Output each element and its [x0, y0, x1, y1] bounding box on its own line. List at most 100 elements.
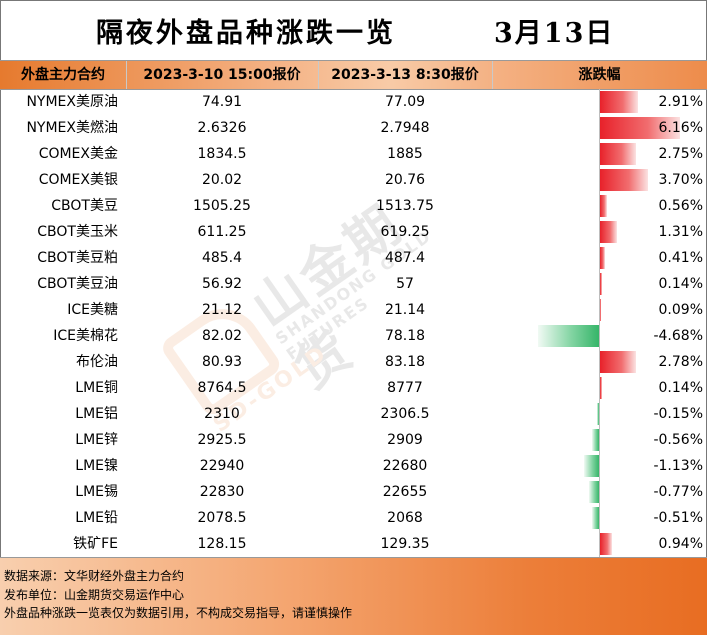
price-before: 56.92	[201, 276, 243, 292]
price-before: 22830	[199, 484, 245, 500]
price-before: 2078.5	[197, 510, 247, 526]
contract-name: LME锡	[75, 484, 118, 500]
contract-name: LME镍	[75, 458, 118, 474]
table-row: COMEX美金 1834.5 1885 2.75%	[0, 141, 707, 167]
contract-name: NYMEX美原油	[26, 94, 118, 110]
change-percent: 2.78%	[658, 354, 703, 370]
change-bar-up	[600, 351, 637, 373]
footer-disclaimer: 外盘品种涨跌一览表仅为数据引用，不构成交易指导，请谨慎操作	[4, 606, 353, 620]
change-percent: -1.13%	[653, 458, 703, 474]
change-bar-down	[584, 455, 599, 477]
table-row: CBOT美豆粕 485.4 487.4 0.41%	[0, 245, 707, 271]
contract-name: CBOT美玉米	[37, 224, 118, 240]
change-bar-down	[597, 403, 599, 425]
table-row: 铁矿FE 128.15 129.35 0.94%	[0, 531, 707, 557]
change-percent: 0.14%	[658, 276, 703, 292]
price-after: 619.25	[380, 224, 430, 240]
price-after: 2068	[387, 510, 423, 526]
price-before: 8764.5	[197, 380, 247, 396]
price-before: 2.6326	[197, 120, 247, 136]
price-before: 80.93	[201, 354, 243, 370]
price-before: 22940	[199, 458, 245, 474]
price-before: 2310	[204, 406, 240, 422]
price-after: 57	[396, 276, 414, 292]
change-bar-down	[591, 429, 599, 451]
table-row: LME铜 8764.5 8777 0.14%	[0, 375, 707, 401]
price-before: 1834.5	[197, 146, 247, 162]
table-row: NYMEX美原油 74.91 77.09 2.91%	[0, 89, 707, 115]
contract-name: LME铅	[75, 510, 118, 526]
change-percent: 1.31%	[658, 224, 703, 240]
price-after: 22655	[382, 484, 428, 500]
contract-name: 铁矿FE	[73, 536, 118, 552]
table-row: LME锡 22830 22655 -0.77%	[0, 479, 707, 505]
change-bar-down	[538, 325, 599, 347]
header-price-after: 2023-3-13 8:30报价	[331, 67, 479, 83]
change-percent: 0.14%	[658, 380, 703, 396]
contract-name: 布伦油	[76, 354, 118, 370]
table-row: ICE美糖 21.12 21.14 0.09%	[0, 297, 707, 323]
price-after: 8777	[387, 380, 423, 396]
change-bar-up	[600, 169, 649, 191]
table-row: ICE美棉花 82.02 78.18 -4.68%	[0, 323, 707, 349]
change-percent: -0.77%	[653, 484, 703, 500]
footer-source: 数据来源：文华财经外盘主力合约	[4, 569, 185, 583]
change-bar-up	[600, 143, 636, 165]
table-row: CBOT美豆油 56.92 57 0.14%	[0, 271, 707, 297]
change-percent: -4.68%	[653, 328, 703, 344]
change-percent: 0.94%	[658, 536, 703, 552]
change-bar-up	[600, 299, 602, 321]
contract-name: ICE美糖	[67, 302, 118, 318]
price-after: 83.18	[384, 354, 426, 370]
footer-publisher: 发布单位：山金期货交易运作中心	[4, 588, 185, 602]
contract-name: LME锌	[75, 432, 118, 448]
price-before: 1505.25	[193, 198, 251, 214]
table-row: LME镍 22940 22680 -1.13%	[0, 453, 707, 479]
price-after: 2909	[387, 432, 423, 448]
contract-name: LME铜	[75, 380, 118, 396]
price-before: 2925.5	[197, 432, 247, 448]
change-percent: 0.09%	[658, 302, 703, 318]
change-bar-down	[592, 507, 599, 529]
page-title: 隔夜外盘品种涨跌一览	[96, 18, 396, 49]
price-after: 129.35	[380, 536, 430, 552]
price-after: 22680	[382, 458, 428, 474]
price-after: 2306.5	[380, 406, 430, 422]
table-row: CBOT美豆 1505.25 1513.75 0.56%	[0, 193, 707, 219]
contract-name: CBOT美豆油	[37, 276, 118, 292]
change-percent: 3.70%	[658, 172, 703, 188]
table-header: 外盘主力合约 2023-3-10 15:00报价 2023-3-13 8:30报…	[0, 60, 707, 90]
change-bar-up	[600, 117, 681, 139]
change-bar-up	[600, 533, 613, 555]
change-percent: -0.51%	[653, 510, 703, 526]
table-row: CBOT美玉米 611.25 619.25 1.31%	[0, 219, 707, 245]
contract-name: LME铝	[75, 406, 118, 422]
table-row: COMEX美银 20.02 20.76 3.70%	[0, 167, 707, 193]
price-after: 20.76	[384, 172, 426, 188]
price-before: 21.12	[201, 302, 243, 318]
price-after: 487.4	[384, 250, 426, 266]
change-percent: -0.56%	[653, 432, 703, 448]
table-row: NYMEX美燃油 2.6326 2.7948 6.16%	[0, 115, 707, 141]
price-before: 485.4	[201, 250, 243, 266]
change-bar-down	[588, 481, 599, 503]
price-after: 1513.75	[376, 198, 434, 214]
header-divider	[492, 61, 493, 89]
change-bar-up	[600, 195, 608, 217]
price-before: 611.25	[197, 224, 247, 240]
change-percent: 0.41%	[658, 250, 703, 266]
change-percent: -0.15%	[653, 406, 703, 422]
change-bar-up	[600, 247, 606, 269]
change-bar-up	[600, 221, 618, 243]
change-percent: 6.16%	[658, 120, 703, 136]
change-percent: 0.56%	[658, 198, 703, 214]
change-bar-up	[600, 273, 602, 295]
contract-name: CBOT美豆粕	[37, 250, 118, 266]
price-before: 128.15	[197, 536, 247, 552]
price-before: 20.02	[201, 172, 243, 188]
price-before: 74.91	[201, 94, 243, 110]
header-divider	[126, 61, 127, 89]
change-percent: 2.91%	[658, 94, 703, 110]
price-after: 2.7948	[380, 120, 430, 136]
table-row: LME铅 2078.5 2068 -0.51%	[0, 505, 707, 531]
